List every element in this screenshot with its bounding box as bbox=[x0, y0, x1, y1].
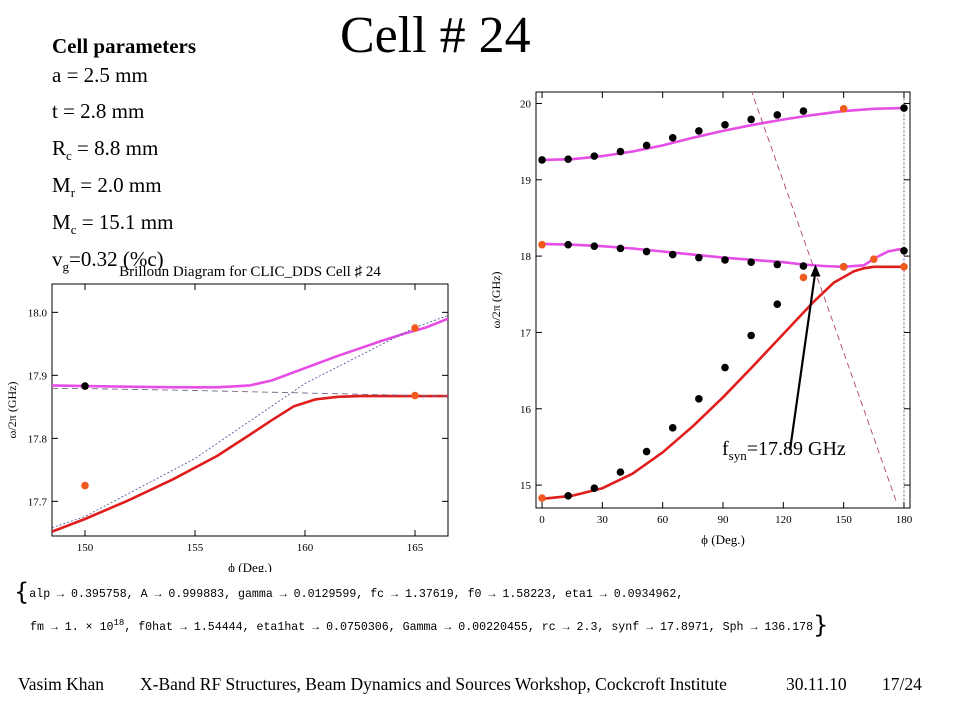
data-point bbox=[799, 107, 808, 115]
data-point bbox=[721, 363, 729, 372]
x-tick-label: 155 bbox=[187, 542, 204, 554]
data-point bbox=[538, 494, 546, 502]
fsyn-annotation: fsyn=17.89 GHz bbox=[722, 438, 846, 463]
param-row: Rc = 8.8 mm bbox=[52, 136, 159, 164]
y-tick-label: 17.7 bbox=[28, 496, 48, 508]
data-point bbox=[81, 481, 89, 490]
y-tick-label: 16 bbox=[520, 404, 532, 416]
fit-line-2: fm → 1. × 1018, f0hat → 1.54444, eta1hat… bbox=[30, 610, 829, 639]
x-tick-label: 90 bbox=[718, 514, 730, 526]
data-point bbox=[668, 424, 677, 432]
data-point bbox=[411, 324, 419, 332]
data-point bbox=[870, 255, 878, 263]
footer-author: Vasim Khan bbox=[18, 674, 105, 694]
data-point bbox=[695, 127, 703, 135]
data-point bbox=[616, 244, 625, 253]
x-tick-label: 165 bbox=[407, 542, 424, 554]
param-row: vg=0.32 (%c) bbox=[52, 246, 164, 274]
y-axis-label: ω/2π (GHz) bbox=[5, 382, 19, 439]
data-point bbox=[839, 104, 848, 113]
data-point bbox=[616, 147, 625, 156]
data-point bbox=[616, 468, 625, 476]
data-point bbox=[773, 300, 782, 308]
data-point bbox=[900, 262, 908, 271]
data-point bbox=[747, 115, 755, 124]
data-point bbox=[564, 240, 572, 249]
data-point bbox=[747, 331, 755, 340]
data-point bbox=[564, 155, 572, 163]
data-point bbox=[695, 253, 703, 262]
data-point bbox=[773, 111, 782, 119]
y-tick-label: 15 bbox=[520, 480, 532, 492]
series-line-0 bbox=[541, 106, 905, 162]
cell-parameters: Cell parameters a = 2.5 mm t = 2.8 mm Rc… bbox=[52, 32, 196, 281]
data-point bbox=[747, 258, 755, 267]
chart-title: Brilloun Diagram for CLIC_DDS Cell ♯ 24 bbox=[119, 264, 381, 280]
data-point bbox=[411, 391, 419, 400]
data-point bbox=[642, 447, 651, 456]
y-tick-label: 19 bbox=[520, 175, 532, 187]
x-tick-label: 150 bbox=[77, 542, 94, 554]
x-axis-label: ϕ (Deg.) bbox=[701, 532, 745, 547]
param-row: t = 2.8 mm bbox=[52, 99, 145, 124]
fsyn-arrow bbox=[788, 270, 817, 451]
brillouin-zoom-chart: 150 155 160 165 17.7 17.8 17.9 18.0 ϕ (Deg.) ω/2π… bbox=[5, 264, 449, 572]
plot-frame bbox=[51, 283, 449, 537]
y-tick-label: 17.8 bbox=[28, 433, 48, 445]
x-tick-label: 180 bbox=[896, 514, 913, 526]
series-line-3 bbox=[751, 92, 897, 501]
data-point bbox=[590, 152, 599, 160]
data-point bbox=[799, 262, 808, 270]
x-tick-label: 0 bbox=[539, 514, 545, 526]
plot-area bbox=[538, 92, 908, 502]
data-point bbox=[900, 246, 908, 255]
x-tick-label: 160 bbox=[297, 542, 314, 554]
param-row: Mr = 2.0 mm bbox=[52, 172, 162, 201]
param-row: a = 2.5 mm bbox=[52, 62, 148, 87]
x-tick-label: 30 bbox=[597, 514, 609, 526]
data-point bbox=[773, 260, 782, 269]
series-line-2 bbox=[541, 265, 904, 501]
data-point bbox=[642, 247, 651, 256]
fit-parameters: {alp → 0.395758, A → 0.999883, gamma → 0… bbox=[14, 578, 828, 642]
data-point bbox=[642, 141, 651, 150]
x-tick-label: 150 bbox=[835, 514, 852, 526]
params-heading: Cell parameters bbox=[52, 34, 197, 58]
data-point bbox=[564, 491, 572, 500]
footer-page: 17/24 bbox=[882, 674, 922, 694]
series-line-1 bbox=[52, 394, 448, 533]
footer-workshop: X-Band RF Structures, Beam Dynamics and … bbox=[140, 674, 727, 694]
footer-date: 30.11.10 bbox=[786, 674, 847, 694]
fsyn-arrow-head bbox=[810, 264, 821, 277]
data-point bbox=[538, 240, 546, 249]
y-tick-label: 17 bbox=[520, 327, 532, 339]
x-tick-label: 60 bbox=[657, 514, 669, 526]
series-line-2 bbox=[52, 315, 448, 529]
data-point bbox=[590, 484, 599, 492]
data-point bbox=[721, 256, 729, 264]
data-point bbox=[538, 156, 546, 164]
data-point bbox=[839, 262, 848, 271]
y-tick-label: 17.9 bbox=[28, 370, 48, 382]
brillouin-full-chart: 0 30 60 90 120 150 180 15 16 17 18 19 20 ϕ (Deg.) ω/2π… bbox=[489, 91, 913, 547]
series-line-0 bbox=[52, 317, 448, 389]
y-tick-label: 18 bbox=[520, 251, 532, 263]
x-axis-label: ϕ (Deg.) bbox=[228, 560, 272, 572]
data-point bbox=[695, 395, 703, 403]
y-tick-label: 18.0 bbox=[28, 307, 48, 319]
data-point bbox=[668, 133, 677, 142]
data-point bbox=[721, 121, 729, 129]
y-tick-label: 20 bbox=[520, 98, 532, 110]
data-point bbox=[81, 382, 89, 390]
slide-title: Cell # 24 bbox=[340, 7, 531, 64]
plot-area bbox=[52, 315, 448, 533]
param-row: Mc = 15.1 mm bbox=[52, 209, 174, 237]
data-point bbox=[590, 242, 599, 250]
data-point bbox=[900, 104, 908, 112]
fit-line-1: {alp → 0.395758, A → 0.999883, gamma → 0… bbox=[14, 578, 684, 606]
y-axis-label: ω/2π (GHz) bbox=[489, 272, 503, 329]
data-point bbox=[799, 273, 808, 282]
data-point bbox=[668, 250, 677, 259]
x-tick-label: 120 bbox=[775, 514, 792, 526]
